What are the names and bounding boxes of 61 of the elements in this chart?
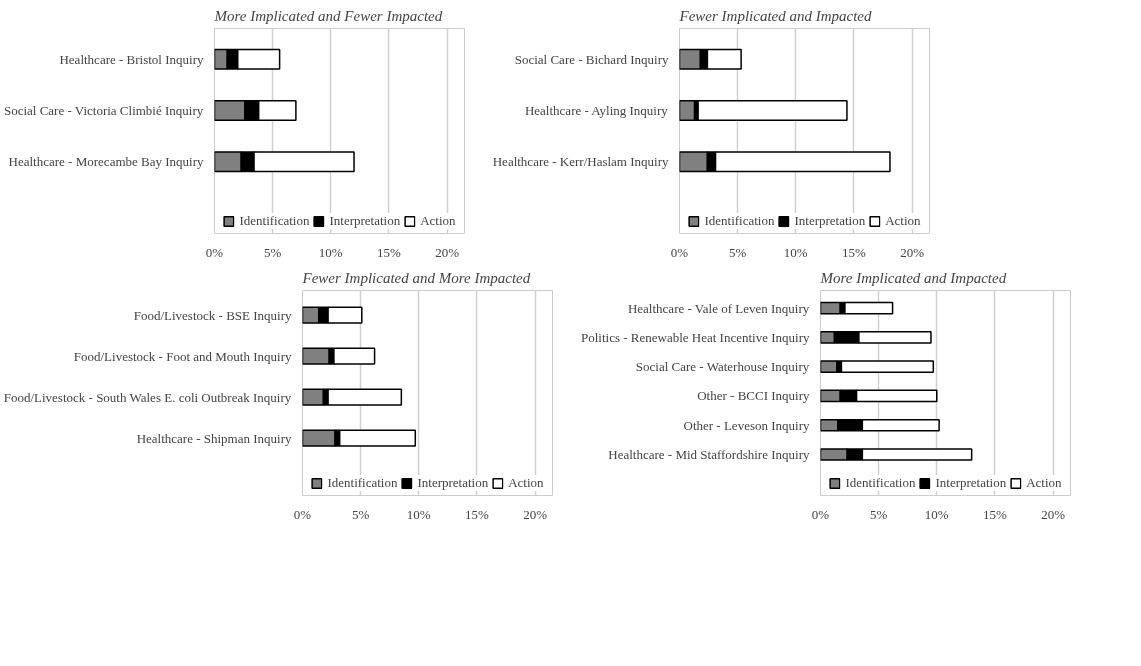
y-tick-label: Healthcare - Ayling Inquiry xyxy=(524,103,669,118)
x-tick-label: 0% xyxy=(293,506,312,522)
x-tick-label: 15% xyxy=(983,506,1007,522)
y-tick-label: Healthcare - Mid Staffordshire Inquiry xyxy=(608,447,810,462)
x-tick-label: 5% xyxy=(263,244,282,260)
legend-label: Action xyxy=(1026,475,1062,491)
bar xyxy=(820,360,838,373)
bar xyxy=(844,301,894,315)
legend-label: Identification xyxy=(327,475,398,491)
y-tick-label: Healthcare - Morecambe Bay Inquiry xyxy=(8,154,204,170)
x-tick-label: 20% xyxy=(1041,506,1066,522)
chart-title: More Implicated and Impacted xyxy=(819,269,1007,286)
x-tick-label: 20% xyxy=(523,506,548,522)
chart-title: Fewer Implicated and More Impacted xyxy=(301,269,531,286)
bar xyxy=(302,429,336,447)
bar xyxy=(338,429,417,447)
legend-label: Interpretation xyxy=(935,475,1007,491)
legend-label: Interpretation xyxy=(417,475,489,491)
legend-label: Interpretation xyxy=(329,213,401,229)
bar xyxy=(840,360,935,373)
legend-label: Action xyxy=(508,475,544,491)
chart-title: Fewer Implicated and Impacted xyxy=(678,7,873,24)
y-tick-label: Other - BCCI Inquiry xyxy=(697,388,810,404)
x-tick-label: 5% xyxy=(869,506,888,522)
chart-title: More Implicated and Fewer Impacted xyxy=(213,7,443,24)
x-tick-label: 20% xyxy=(900,244,925,260)
legend-label: Identification xyxy=(704,213,775,229)
x-tick-label: 15% xyxy=(465,506,489,522)
bar xyxy=(302,347,330,365)
y-tick-label: Healthcare - Kerr/Haslam Inquiry xyxy=(492,154,669,170)
x-tick-label: 10% xyxy=(318,244,343,260)
y-tick-label: Food/Livestock - BSE Inquiry xyxy=(133,307,292,323)
legend-label: Identification xyxy=(845,475,916,491)
x-tick-label: 0% xyxy=(670,244,689,260)
x-tick-label: 15% xyxy=(377,244,401,260)
x-tick-label: 20% xyxy=(435,244,460,260)
y-tick-label: Healthcare - Vale of Leven Inquiry xyxy=(627,300,810,316)
x-tick-label: 0% xyxy=(205,244,224,260)
x-tick-label: 10% xyxy=(406,506,431,522)
x-tick-label: 10% xyxy=(924,506,949,522)
legend-label: Identification xyxy=(239,213,310,229)
x-tick-label: 10% xyxy=(783,244,808,260)
y-tick-label: Social Care - Waterhouse Inquiry xyxy=(635,359,810,375)
y-tick-label: Healthcare - Shipman Inquiry xyxy=(136,430,292,446)
bar xyxy=(327,388,403,406)
bar xyxy=(697,100,848,121)
y-tick-label: Politics - Renewable Heat Incentive Inquiry xyxy=(580,329,810,345)
y-tick-label: Food/Livestock - Foot and Mouth Inquiry xyxy=(73,348,292,364)
y-tick-label: Social Care - Victoria Climbié Inquiry xyxy=(3,103,204,118)
x-tick-label: 0% xyxy=(811,506,830,522)
bar xyxy=(302,388,325,406)
y-tick-label: Food/Livestock - South Wales E. coli Outbreak Inquiry xyxy=(3,389,292,405)
x-tick-label: 5% xyxy=(728,244,747,260)
legend-label: Action xyxy=(885,213,921,229)
y-tick-label: Social Care - Bichard Inquiry xyxy=(514,51,669,67)
x-tick-label: 15% xyxy=(842,244,866,260)
legend-label: Action xyxy=(420,213,456,229)
x-tick-label: 5% xyxy=(351,506,370,522)
legend-label: Interpretation xyxy=(794,213,866,229)
y-tick-label: Healthcare - Bristol Inquiry xyxy=(59,51,204,67)
y-tick-label: Other - Leveson Inquiry xyxy=(683,417,810,433)
